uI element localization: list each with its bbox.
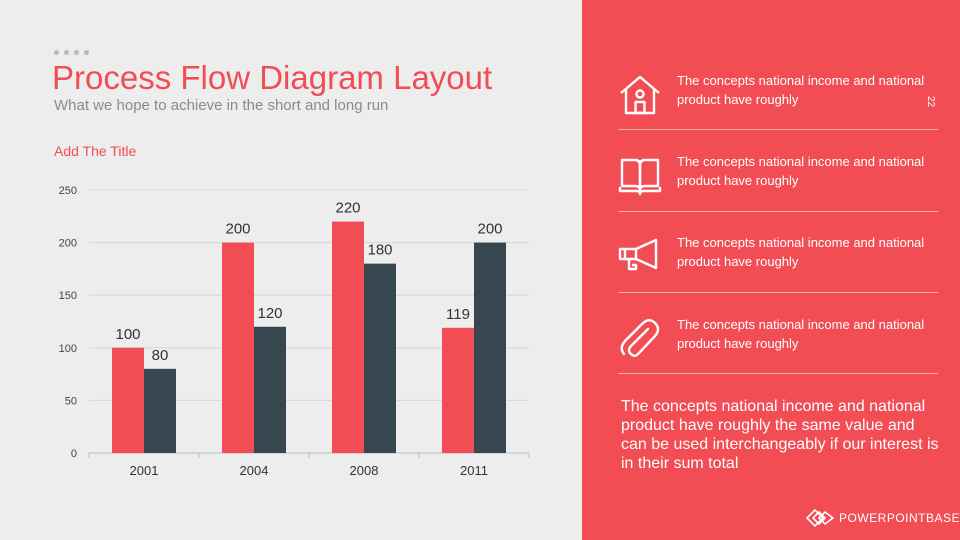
bar	[144, 368, 176, 453]
decorative-dots	[54, 50, 89, 55]
data-label: 220	[335, 200, 360, 217]
divider	[618, 211, 938, 212]
bar-chart: 0 50 100 150 200 250 100 80 2001 200 120 2004 220 180…	[59, 185, 530, 478]
sidebar-item-book: The concepts national income and nationa…	[618, 152, 938, 212]
divider	[618, 292, 938, 293]
bar	[474, 242, 506, 453]
sidebar-item-paperclip: The concepts national income and nationa…	[618, 315, 938, 375]
data-label: 120	[257, 305, 282, 322]
y-tick-label: 250	[59, 185, 77, 197]
brand-logo: POWERPOINTBASE.COM	[805, 506, 960, 530]
sidebar-item-house: The concepts national income and nationa…	[618, 71, 938, 131]
data-label: 200	[477, 221, 502, 238]
bar	[222, 242, 254, 453]
sidebar-item-text: The concepts national income and nationa…	[677, 235, 925, 269]
data-label: 100	[115, 326, 140, 343]
brand-mark-icon	[805, 508, 835, 528]
paperclip-icon	[620, 319, 660, 357]
y-tick-label: 100	[59, 343, 77, 355]
data-label: 119	[446, 306, 470, 323]
sidebar-panel	[582, 0, 960, 540]
slide-title: Process Flow Diagram Layout	[52, 59, 493, 96]
chart-title: Add The Title	[54, 143, 137, 159]
bar	[332, 221, 364, 453]
sidebar-item-text: The concepts national income and nationa…	[677, 317, 925, 351]
bar	[442, 327, 474, 453]
house-icon	[620, 75, 660, 115]
summary-text: The concepts national income and nationa…	[621, 398, 939, 472]
y-tick-label: 150	[59, 290, 77, 302]
x-tick-label: 2008	[350, 463, 379, 478]
sidebar-item-megaphone: The concepts national income and nationa…	[618, 233, 938, 293]
bar	[254, 326, 286, 453]
megaphone-icon	[618, 238, 658, 271]
x-tick-label: 2004	[240, 463, 269, 478]
bar	[364, 263, 396, 453]
y-tick-label: 0	[71, 448, 77, 460]
x-tick-label: 2011	[460, 463, 488, 478]
data-label: 80	[152, 347, 169, 364]
sidebar-item-text: The concepts national income and nationa…	[677, 154, 925, 188]
bar	[112, 347, 144, 453]
page-number: 22	[925, 96, 936, 108]
book-icon	[618, 158, 662, 196]
sidebar-item-text: The concepts national income and nationa…	[677, 73, 925, 107]
data-label: 180	[367, 242, 392, 259]
data-label: 200	[225, 221, 250, 238]
slide-subtitle: What we hope to achieve in the short and…	[54, 97, 389, 114]
x-tick-label: 2001	[130, 463, 159, 478]
y-tick-label: 200	[59, 238, 77, 250]
brand-text: POWERPOINTBASE.COM	[839, 511, 960, 525]
divider	[618, 373, 938, 374]
y-tick-label: 50	[65, 395, 77, 407]
divider	[618, 129, 938, 130]
